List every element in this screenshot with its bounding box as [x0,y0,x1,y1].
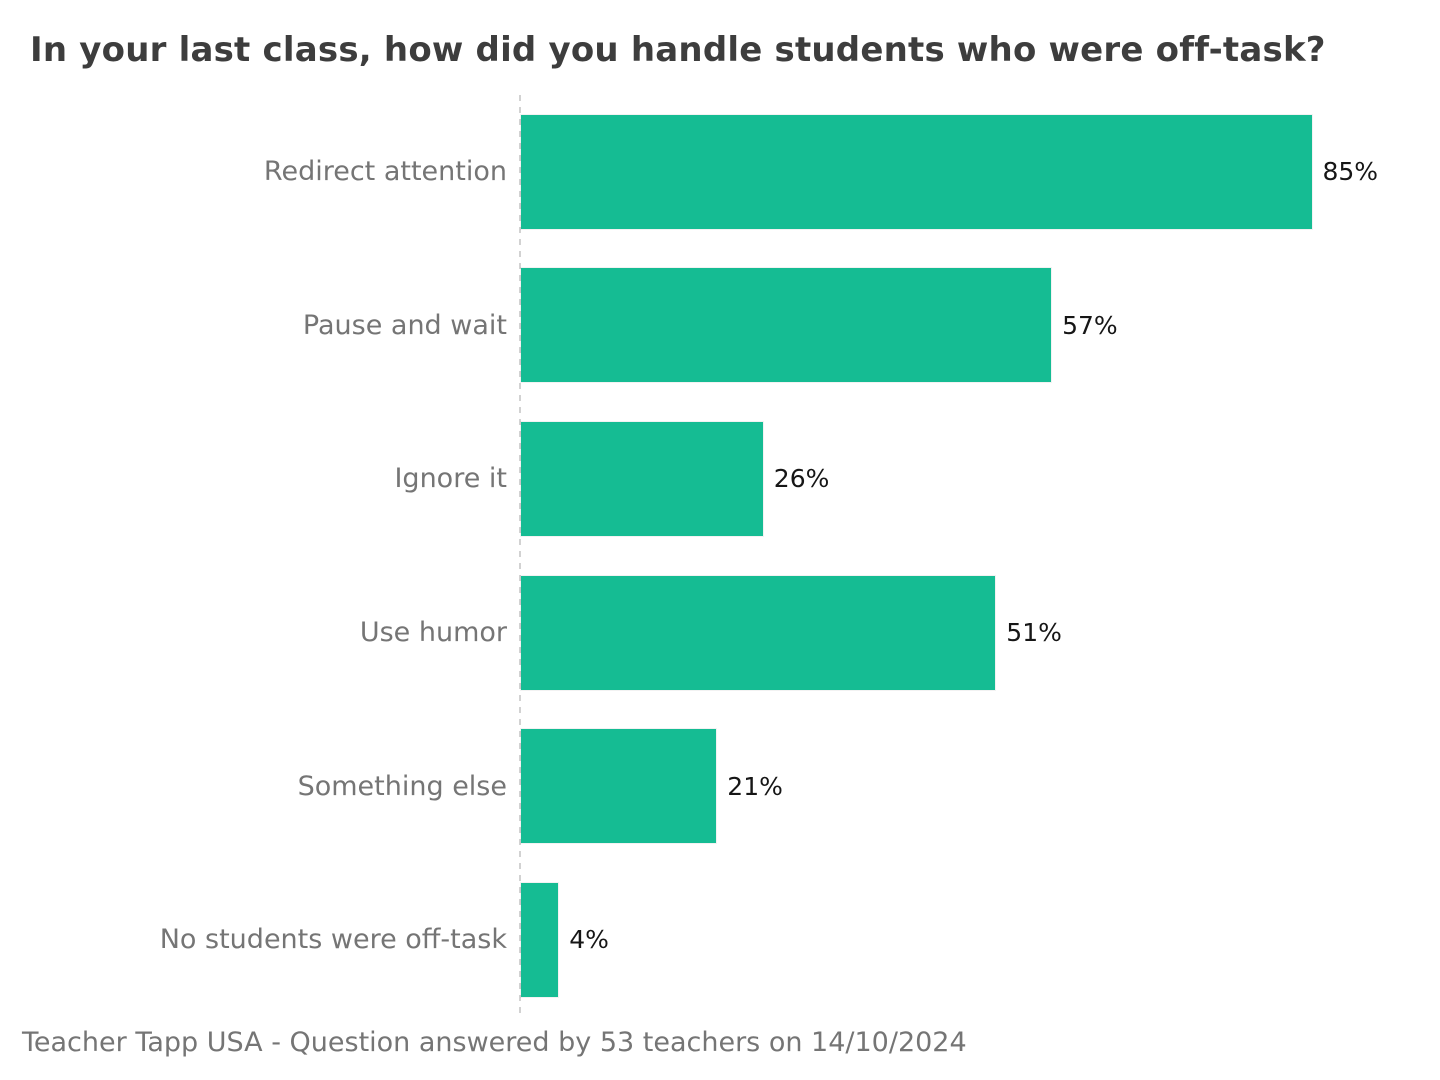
bar-row: No students were off-task 4% [0,863,1440,1017]
category-label: Use humor [359,617,507,649]
bar-area: 21% [521,709,1440,863]
bar [521,114,1312,229]
bar [521,268,1052,383]
chart-title: In your last class, how did you handle s… [30,30,1326,70]
bar-row: Ignore it 26% [0,402,1440,556]
bar [521,575,996,690]
value-label: 51% [1006,618,1062,648]
value-label: 4% [569,925,609,955]
bar-chart: Redirect attention 85% Pause and wait 57% Ig… [0,95,1440,1017]
bar-area: 26% [521,402,1440,556]
y-axis-baseline [519,95,521,1015]
category-label: Something else [297,770,507,802]
category-label: No students were off-task [159,924,507,956]
bar [521,882,559,997]
bar-row: Pause and wait 57% [0,249,1440,403]
bar-row: Redirect attention 85% [0,95,1440,249]
value-label: 26% [773,464,830,494]
category-label: Ignore it [394,463,507,495]
value-label: 21% [727,771,783,801]
bar-area: 51% [521,556,1440,710]
value-label: 85% [1322,157,1379,187]
bar [521,729,717,844]
bar-area: 4% [521,863,1440,1017]
category-label: Pause and wait [302,309,507,341]
value-label: 57% [1062,310,1118,340]
chart-source-footer: Teacher Tapp USA - Question answered by … [22,1027,967,1058]
category-label: Redirect attention [263,156,507,188]
bar-area: 57% [521,249,1440,403]
bar-row: Something else 21% [0,709,1440,863]
bar-area: 85% [521,95,1440,249]
bar [521,421,763,536]
bar-row: Use humor 51% [0,556,1440,710]
